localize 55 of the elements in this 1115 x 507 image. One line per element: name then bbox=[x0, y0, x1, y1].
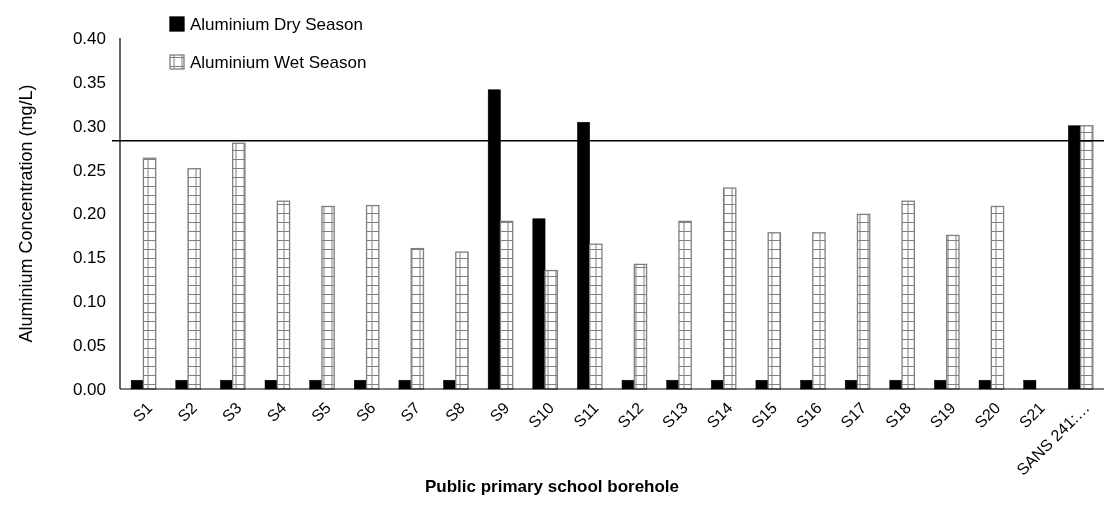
x-tick-label: S9 bbox=[486, 398, 513, 425]
bar bbox=[232, 142, 246, 390]
y-tick-label: 0.25 bbox=[72, 160, 106, 180]
y-tick-label: 0.10 bbox=[72, 292, 106, 312]
x-tick-label: S5 bbox=[308, 398, 335, 425]
bar bbox=[901, 200, 915, 390]
bar bbox=[812, 232, 826, 390]
x-tick-label: S12 bbox=[614, 398, 647, 432]
y-tick-label: 0.40 bbox=[72, 28, 106, 48]
y-tick-label: 0.35 bbox=[72, 72, 106, 92]
bar bbox=[856, 213, 871, 390]
x-tick-label: S4 bbox=[263, 398, 290, 425]
x-tick-label: S6 bbox=[352, 398, 379, 425]
x-tick-label: S11 bbox=[570, 398, 602, 431]
bar bbox=[455, 251, 469, 390]
x-tick-label: S16 bbox=[792, 398, 825, 432]
bar bbox=[990, 205, 1005, 390]
bar bbox=[499, 220, 514, 390]
bar bbox=[276, 200, 291, 390]
bar bbox=[410, 247, 425, 390]
bar bbox=[544, 269, 558, 390]
x-tick-label: S19 bbox=[926, 398, 959, 432]
y-axis-title: Aluminium Concentration (mg/L) bbox=[16, 84, 36, 343]
x-tick-label: S8 bbox=[442, 398, 468, 425]
x-tick-label: S10 bbox=[524, 398, 558, 432]
legend-label: Aluminium Dry Season bbox=[190, 14, 363, 34]
x-tick-label: S14 bbox=[703, 398, 736, 432]
x-tick-label: S17 bbox=[837, 398, 870, 432]
bar bbox=[365, 204, 380, 390]
bar bbox=[633, 263, 648, 390]
y-tick-label: 0.05 bbox=[72, 336, 106, 356]
bar bbox=[678, 220, 692, 390]
bar bbox=[187, 168, 201, 390]
bar bbox=[946, 234, 960, 390]
x-tick-label: S18 bbox=[882, 398, 915, 432]
x-tick-label: S15 bbox=[748, 398, 781, 432]
y-tick-label: 0.20 bbox=[72, 204, 106, 224]
x-tick-label: S3 bbox=[218, 398, 245, 425]
x-tick-label: S2 bbox=[174, 398, 201, 425]
x-tick-label: S20 bbox=[971, 398, 1004, 432]
bar bbox=[589, 243, 603, 390]
x-tick-label: S13 bbox=[658, 398, 692, 432]
bar bbox=[767, 232, 782, 390]
y-tick-label: 0.30 bbox=[72, 116, 106, 136]
x-axis-title: Public primary school borehole bbox=[424, 477, 680, 496]
bar bbox=[722, 187, 737, 390]
bar bbox=[1079, 125, 1094, 390]
bar bbox=[142, 157, 157, 390]
y-tick-label: 0.15 bbox=[72, 248, 106, 268]
y-tick-label: 0.00 bbox=[72, 379, 106, 399]
legend-label: Aluminium Wet Season bbox=[190, 52, 367, 72]
x-tick-label: S1 bbox=[129, 398, 156, 425]
bar bbox=[321, 205, 335, 390]
x-tick-label: S21 bbox=[1015, 398, 1049, 432]
x-tick-label: S7 bbox=[397, 398, 424, 425]
